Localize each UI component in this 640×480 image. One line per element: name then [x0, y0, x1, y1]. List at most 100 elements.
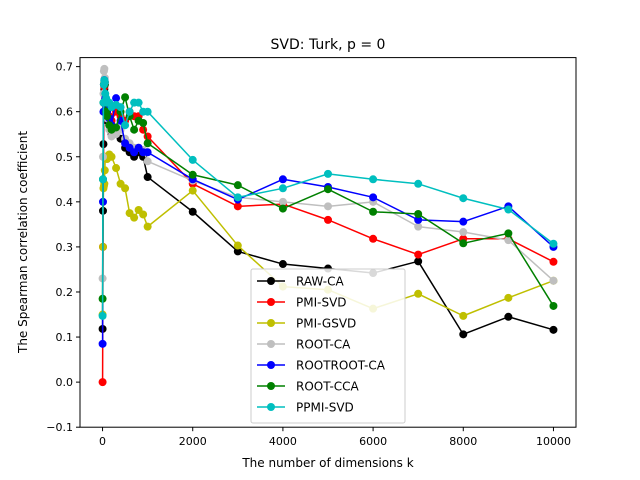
x-tick-label: 8000: [449, 435, 477, 448]
data-point: [369, 234, 378, 243]
data-point: [143, 148, 152, 157]
data-point: [143, 139, 152, 148]
data-point: [112, 123, 121, 132]
y-axis: −0.1 0.0 0.1 0.2 0.3 0.4 0.5 0.6 0.7: [46, 61, 80, 434]
data-point: [143, 222, 152, 231]
data-point: [121, 93, 130, 102]
legend-item: ROOT-CA: [257, 338, 351, 352]
data-point: [278, 184, 287, 193]
data-point: [459, 217, 468, 226]
data-point: [100, 64, 109, 73]
data-point: [98, 378, 107, 387]
data-point: [549, 276, 558, 285]
data-point: [107, 152, 116, 161]
data-point: [233, 241, 242, 250]
legend-marker: [267, 277, 275, 285]
legend-label: ROOT-CCA: [296, 380, 360, 394]
x-tick-label: 2000: [179, 435, 207, 448]
data-point: [116, 103, 125, 112]
legend-label: ROOT-CA: [296, 338, 351, 352]
chart-title: SVD: Turk, p = 0: [271, 37, 386, 53]
data-point: [414, 222, 423, 231]
data-point: [504, 205, 513, 214]
data-point: [324, 215, 332, 224]
data-point: [134, 98, 143, 107]
data-point: [233, 202, 242, 211]
x-tick-label: 0: [99, 435, 106, 448]
legend-marker: [267, 340, 275, 348]
x-tick-label: 10000: [536, 435, 571, 448]
data-point: [98, 311, 107, 320]
y-tick-label: −0.1: [46, 421, 73, 434]
data-point: [278, 197, 287, 206]
y-axis-label: The Spearman correlation coefficient: [16, 131, 30, 354]
data-point: [504, 236, 513, 245]
data-point: [143, 107, 152, 116]
y-tick-label: 0.1: [56, 331, 74, 344]
data-point: [278, 175, 287, 184]
data-point: [112, 164, 121, 173]
data-point: [414, 210, 423, 219]
y-tick-label: 0.2: [56, 286, 74, 299]
data-point: [103, 112, 112, 121]
legend: RAW-CA PMI-SVD PMI-GSVD ROOT-CA ROOTROOT-CA R…: [250, 268, 406, 424]
data-point: [504, 293, 513, 302]
data-point: [414, 215, 423, 224]
data-point: [414, 257, 423, 266]
data-point: [188, 207, 197, 216]
x-tick-label: 4000: [269, 435, 297, 448]
legend-item: PMI-SVD: [257, 296, 347, 310]
legend-item: ROOTROOT-CA: [257, 359, 386, 373]
data-point: [459, 330, 468, 339]
legend-marker: [267, 403, 275, 411]
data-point: [125, 107, 134, 116]
legend-marker: [267, 319, 275, 327]
data-point: [233, 193, 242, 202]
data-point: [188, 155, 197, 164]
legend-item: ROOT-CCA: [257, 380, 360, 394]
y-tick-label: 0.5: [56, 151, 74, 164]
data-point: [324, 202, 332, 211]
data-point: [549, 257, 558, 266]
data-point: [278, 260, 287, 269]
legend-label: PPMI-SVD: [296, 401, 354, 415]
data-point: [100, 166, 109, 175]
series-ppmi-svd: [98, 76, 558, 320]
data-point: [98, 175, 107, 184]
x-tick-label: 6000: [359, 435, 387, 448]
y-tick-label: 0.4: [56, 196, 74, 209]
data-point: [414, 250, 423, 259]
y-tick-label: 0.6: [56, 106, 74, 119]
data-point: [414, 289, 423, 298]
data-point: [143, 157, 152, 166]
legend-marker: [267, 298, 275, 306]
data-point: [324, 169, 332, 178]
legend-box: [250, 268, 406, 424]
legend-label: PMI-GSVD: [296, 317, 356, 331]
data-point: [504, 229, 513, 238]
data-point: [139, 118, 148, 127]
data-point: [459, 228, 468, 237]
data-point: [130, 213, 139, 222]
data-point: [188, 170, 197, 179]
data-point: [324, 185, 332, 194]
plot-frame: [79, 57, 577, 428]
data-point: [121, 121, 130, 130]
data-point: [143, 173, 152, 182]
y-tick-label: 0.0: [56, 376, 74, 389]
x-axis-label: The number of dimensions k: [241, 456, 413, 470]
data-point: [188, 186, 197, 195]
data-point: [459, 194, 468, 203]
legend-marker: [267, 382, 275, 390]
data-point: [414, 179, 423, 188]
legend-item: PMI-GSVD: [257, 317, 356, 331]
data-point: [278, 204, 287, 213]
data-point: [233, 247, 242, 256]
data-point: [100, 78, 109, 87]
data-point: [459, 239, 468, 248]
data-point: [549, 301, 558, 310]
legend-marker: [267, 361, 275, 369]
y-tick-label: 0.3: [56, 241, 74, 254]
x-axis: 0 2000 4000 6000 8000 10000: [99, 427, 571, 448]
